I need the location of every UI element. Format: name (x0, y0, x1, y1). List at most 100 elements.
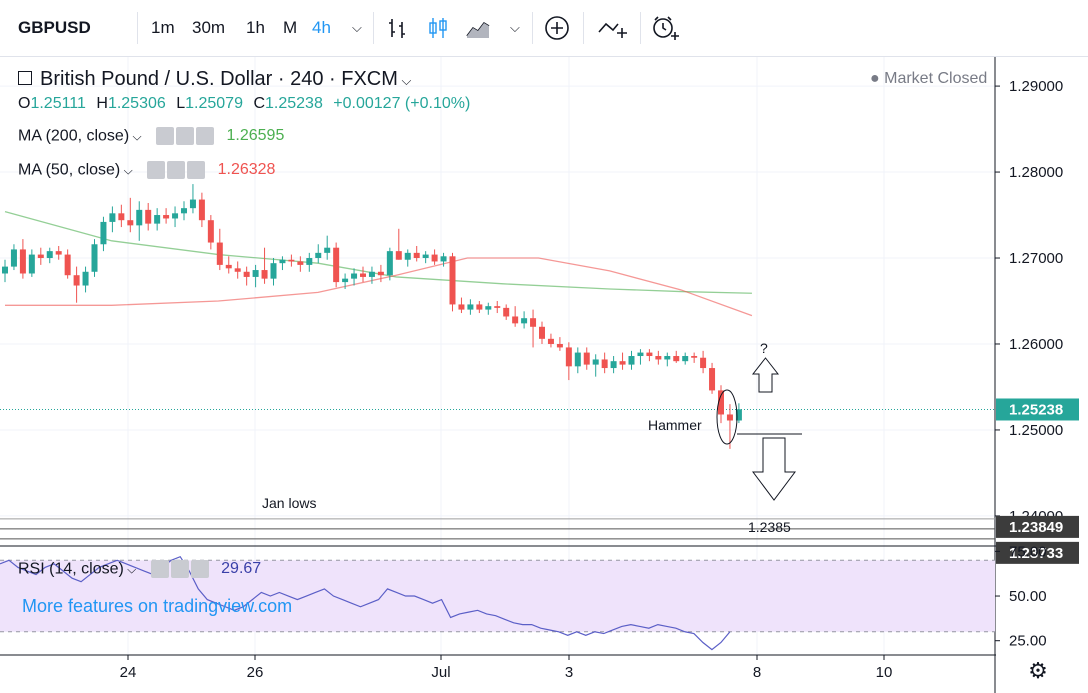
candle (386, 247, 393, 281)
candle (530, 309, 537, 348)
candle (431, 249, 438, 265)
collapse-icon[interactable] (18, 70, 32, 85)
candle-body (377, 271, 384, 276)
candle (145, 203, 152, 231)
up-arrow (751, 357, 780, 393)
rsi-value: 29.67 (221, 560, 262, 578)
candle (82, 266, 89, 293)
candle (360, 266, 366, 283)
chevron-down-icon[interactable]: ⌵ (510, 20, 520, 35)
candle (351, 268, 358, 286)
tradingview-watermark[interactable]: More features on tradingview.com (22, 596, 293, 616)
alert-clock-icon[interactable] (650, 14, 682, 42)
rsi-tick-label: 75.00 (1009, 543, 1047, 560)
interval-30m[interactable]: 30m (192, 18, 226, 37)
compare-icon[interactable] (596, 14, 630, 42)
close-icon[interactable] (190, 560, 209, 578)
eye-icon[interactable] (150, 560, 169, 578)
gear-icon[interactable] (176, 127, 195, 145)
eye-icon[interactable] (156, 127, 175, 145)
candle (628, 350, 635, 370)
candle-body (91, 244, 98, 272)
ma200-legend: MA (200, close) ⌵ 1.26595 (18, 127, 284, 145)
gear-icon[interactable] (167, 161, 186, 179)
candle (422, 251, 429, 264)
candle (458, 297, 465, 314)
ma50-label[interactable]: MA (50, close) (18, 161, 121, 179)
ohlc-close-label: C (253, 95, 265, 112)
hammer-circle (716, 389, 738, 445)
candle-body (485, 306, 492, 310)
candle (682, 352, 689, 365)
candle-body (395, 251, 402, 260)
annotations: Hammer? Jan lows 1.2385 (262, 340, 802, 535)
moving-averages (4, 210, 753, 317)
candle-body (297, 261, 304, 265)
candle (288, 254, 295, 267)
candles-style-icon[interactable] (424, 14, 452, 42)
add-indicator-icon[interactable] (543, 14, 571, 42)
candle (583, 347, 590, 370)
chevron-down-icon[interactable]: ⌵ (123, 562, 137, 577)
ma200-label[interactable]: MA (200, close) (18, 127, 130, 145)
bar-style-icon[interactable] (384, 14, 412, 42)
chevron-down-icon[interactable]: ⌵ (129, 129, 142, 144)
candle (565, 342, 572, 381)
candle (154, 208, 161, 231)
interval-4h[interactable]: 4h (312, 18, 331, 37)
close-icon[interactable] (196, 127, 215, 145)
candle-body (19, 249, 26, 274)
eye-icon[interactable] (147, 161, 166, 179)
candle-body (216, 242, 223, 265)
level-label: 1.2385 (748, 519, 791, 535)
candle-body (360, 273, 366, 277)
level-box (996, 541, 1079, 564)
candle-body (655, 356, 662, 360)
rsi-tick-label: 50.00 (1009, 588, 1047, 605)
chart-title-row: British Pound / U.S. Dollar · 240 · FXCM… (18, 68, 411, 91)
area-style-icon[interactable] (464, 14, 492, 42)
candle (601, 352, 608, 374)
chevron-down-icon[interactable]: ⌵ (397, 73, 412, 88)
candle (127, 197, 134, 233)
symbol-button[interactable]: GBPUSD (18, 18, 91, 37)
candle-body (700, 357, 707, 369)
down-arrow (752, 437, 796, 501)
gear-icon[interactable] (170, 560, 189, 578)
price-tick-label: 1.26000 (1009, 336, 1063, 353)
candle-body (37, 254, 44, 259)
interval-1m[interactable]: 1m (151, 18, 175, 37)
candle (655, 350, 662, 365)
candles (2, 184, 742, 449)
price-tick-label: 1.27000 (1009, 250, 1063, 267)
candle (610, 356, 617, 374)
candle (207, 215, 214, 250)
horizontal-levels (0, 408, 995, 540)
close-icon[interactable] (187, 161, 206, 179)
candle-body (46, 251, 53, 259)
candle-body (467, 304, 474, 310)
ohlc-row: O1.25111 H1.25306 L1.25079 C1.25238 +0.0… (18, 95, 470, 113)
candle-body (682, 356, 689, 362)
market-status-text: Market Closed (884, 70, 988, 87)
candle-body (664, 356, 671, 360)
rsi-label[interactable]: RSI (14, close) (18, 560, 124, 578)
ma200-value: 1.26595 (226, 127, 285, 145)
chevron-down-icon[interactable]: ⌵ (352, 20, 362, 35)
candle-body (422, 254, 429, 259)
candle-body (100, 221, 107, 245)
interval-month[interactable]: M (283, 18, 298, 37)
candle-body (342, 278, 349, 283)
candle (172, 206, 179, 228)
chevron-down-icon[interactable]: ⌵ (120, 163, 133, 178)
candle (73, 266, 80, 303)
gear-icon[interactable]: ⚙ (1028, 658, 1048, 683)
candle (306, 252, 313, 272)
toolbar-divider (640, 12, 641, 44)
candle-body (691, 356, 698, 358)
interval-1h[interactable]: 1h (246, 18, 265, 37)
candle (189, 184, 196, 214)
candle-body (351, 273, 358, 279)
candle-body (333, 247, 340, 283)
